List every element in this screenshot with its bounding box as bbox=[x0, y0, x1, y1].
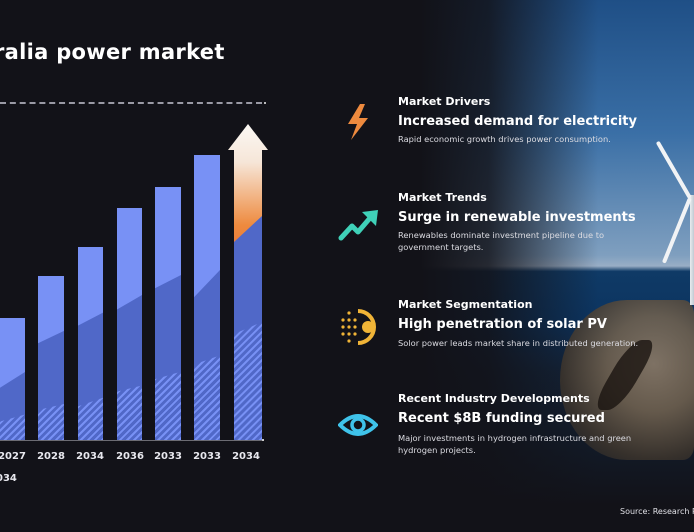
bar-2034 bbox=[78, 247, 103, 440]
x-label: 2034 bbox=[76, 451, 104, 462]
x-label: 2027 bbox=[0, 451, 26, 462]
x-label-secondary: 034 bbox=[0, 473, 17, 484]
x-axis-end bbox=[262, 439, 264, 441]
trending-up-arrow-icon bbox=[338, 210, 378, 241]
lightning-bolt-icon bbox=[348, 104, 368, 140]
section-headline: High penetration of solar PV bbox=[398, 317, 607, 332]
section-headline: Surge in renewable investments bbox=[398, 210, 636, 225]
dashed-reference-line bbox=[0, 102, 262, 104]
wind-turbine-tower bbox=[690, 195, 694, 305]
x-label: 2028 bbox=[37, 451, 65, 462]
x-label: 2033 bbox=[154, 451, 182, 462]
solar-dots-icon bbox=[341, 309, 376, 345]
section-label: Market Segmentation bbox=[398, 298, 533, 311]
section-description: Renewables dominate investment pipeline … bbox=[398, 230, 605, 252]
section-headline: Increased demand for electricity bbox=[398, 114, 637, 129]
growth-arrow-icon bbox=[228, 124, 268, 441]
page-title: ralia power market bbox=[0, 40, 225, 64]
bar-2036 bbox=[117, 208, 142, 440]
section-label: Market Drivers bbox=[398, 95, 491, 108]
section-description: Rapid economic growth drives power consu… bbox=[398, 134, 611, 144]
section-description: Solor power leads market share in distri… bbox=[398, 338, 639, 348]
section-label: Recent Industry Developments bbox=[398, 392, 590, 405]
section-label: Market Trends bbox=[398, 191, 487, 204]
bar-2027 bbox=[0, 318, 25, 440]
section-headline: Recent $8B funding secured bbox=[398, 411, 605, 426]
x-label: 2034 bbox=[232, 451, 260, 462]
section-description: Major investments in hydrogen infrastruc… bbox=[398, 433, 632, 455]
source-citation: Source: Research Re bbox=[620, 507, 694, 516]
bar-2028 bbox=[38, 276, 64, 440]
x-label: 2036 bbox=[116, 451, 144, 462]
x-axis-line bbox=[0, 440, 262, 441]
bar-2033b bbox=[194, 155, 220, 440]
eye-icon bbox=[338, 414, 378, 436]
bar-2033 bbox=[155, 187, 181, 440]
x-label: 2033 bbox=[193, 451, 221, 462]
dashed-line-end bbox=[264, 102, 266, 104]
